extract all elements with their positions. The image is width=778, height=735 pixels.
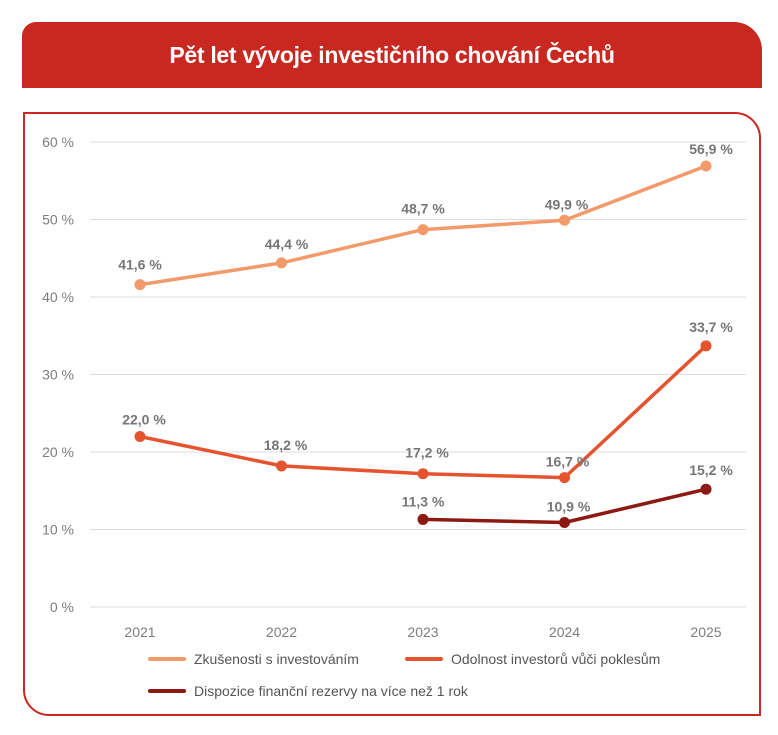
- data-label: 15,2 %: [689, 462, 733, 478]
- y-tick-label: 60 %: [42, 134, 74, 150]
- x-tick-label: 2025: [690, 624, 721, 640]
- data-label: 22,0 %: [122, 412, 166, 428]
- x-tick-label: 2024: [549, 624, 580, 640]
- title-banner: Pět let vývoje investičního chování Čech…: [22, 22, 762, 88]
- data-point: [276, 257, 287, 269]
- x-tick-label: 2021: [124, 624, 155, 640]
- data-point: [417, 468, 429, 480]
- data-point: [700, 483, 712, 495]
- y-tick-label: 40 %: [42, 289, 74, 305]
- data-point: [700, 160, 712, 172]
- y-tick-label: 0 %: [50, 599, 74, 615]
- x-tick-label: 2022: [266, 624, 297, 640]
- data-label: 33,7 %: [689, 319, 733, 335]
- data-point: [559, 517, 570, 529]
- y-tick-label: 50 %: [42, 212, 74, 228]
- y-tick-label: 30 %: [42, 367, 74, 383]
- data-label: 18,2 %: [264, 437, 308, 453]
- data-point: [559, 214, 570, 226]
- y-tick-label: 10 %: [42, 522, 74, 538]
- data-label: 17,2 %: [405, 445, 449, 461]
- data-label: 48,7 %: [401, 201, 445, 217]
- data-label: 10,9 %: [547, 499, 591, 515]
- data-point: [417, 224, 429, 236]
- chart-title: Pět let vývoje investičního chování Čech…: [169, 41, 615, 68]
- data-label: 11,3 %: [402, 493, 445, 509]
- data-point: [134, 431, 146, 442]
- data-point: [134, 279, 146, 291]
- data-point: [276, 460, 287, 472]
- data-point: [417, 513, 429, 525]
- data-label: 41,6 %: [118, 257, 162, 273]
- data-label: 16,7 %: [546, 454, 590, 470]
- y-tick-label: 20 %: [42, 444, 74, 460]
- chart-frame: [23, 112, 761, 716]
- data-label: 56,9 %: [689, 141, 733, 157]
- x-tick-label: 2023: [407, 624, 438, 640]
- data-point: [559, 472, 570, 484]
- data-label: 44,4 %: [265, 236, 309, 252]
- data-label: 49,9 %: [545, 196, 589, 212]
- data-point: [700, 340, 712, 352]
